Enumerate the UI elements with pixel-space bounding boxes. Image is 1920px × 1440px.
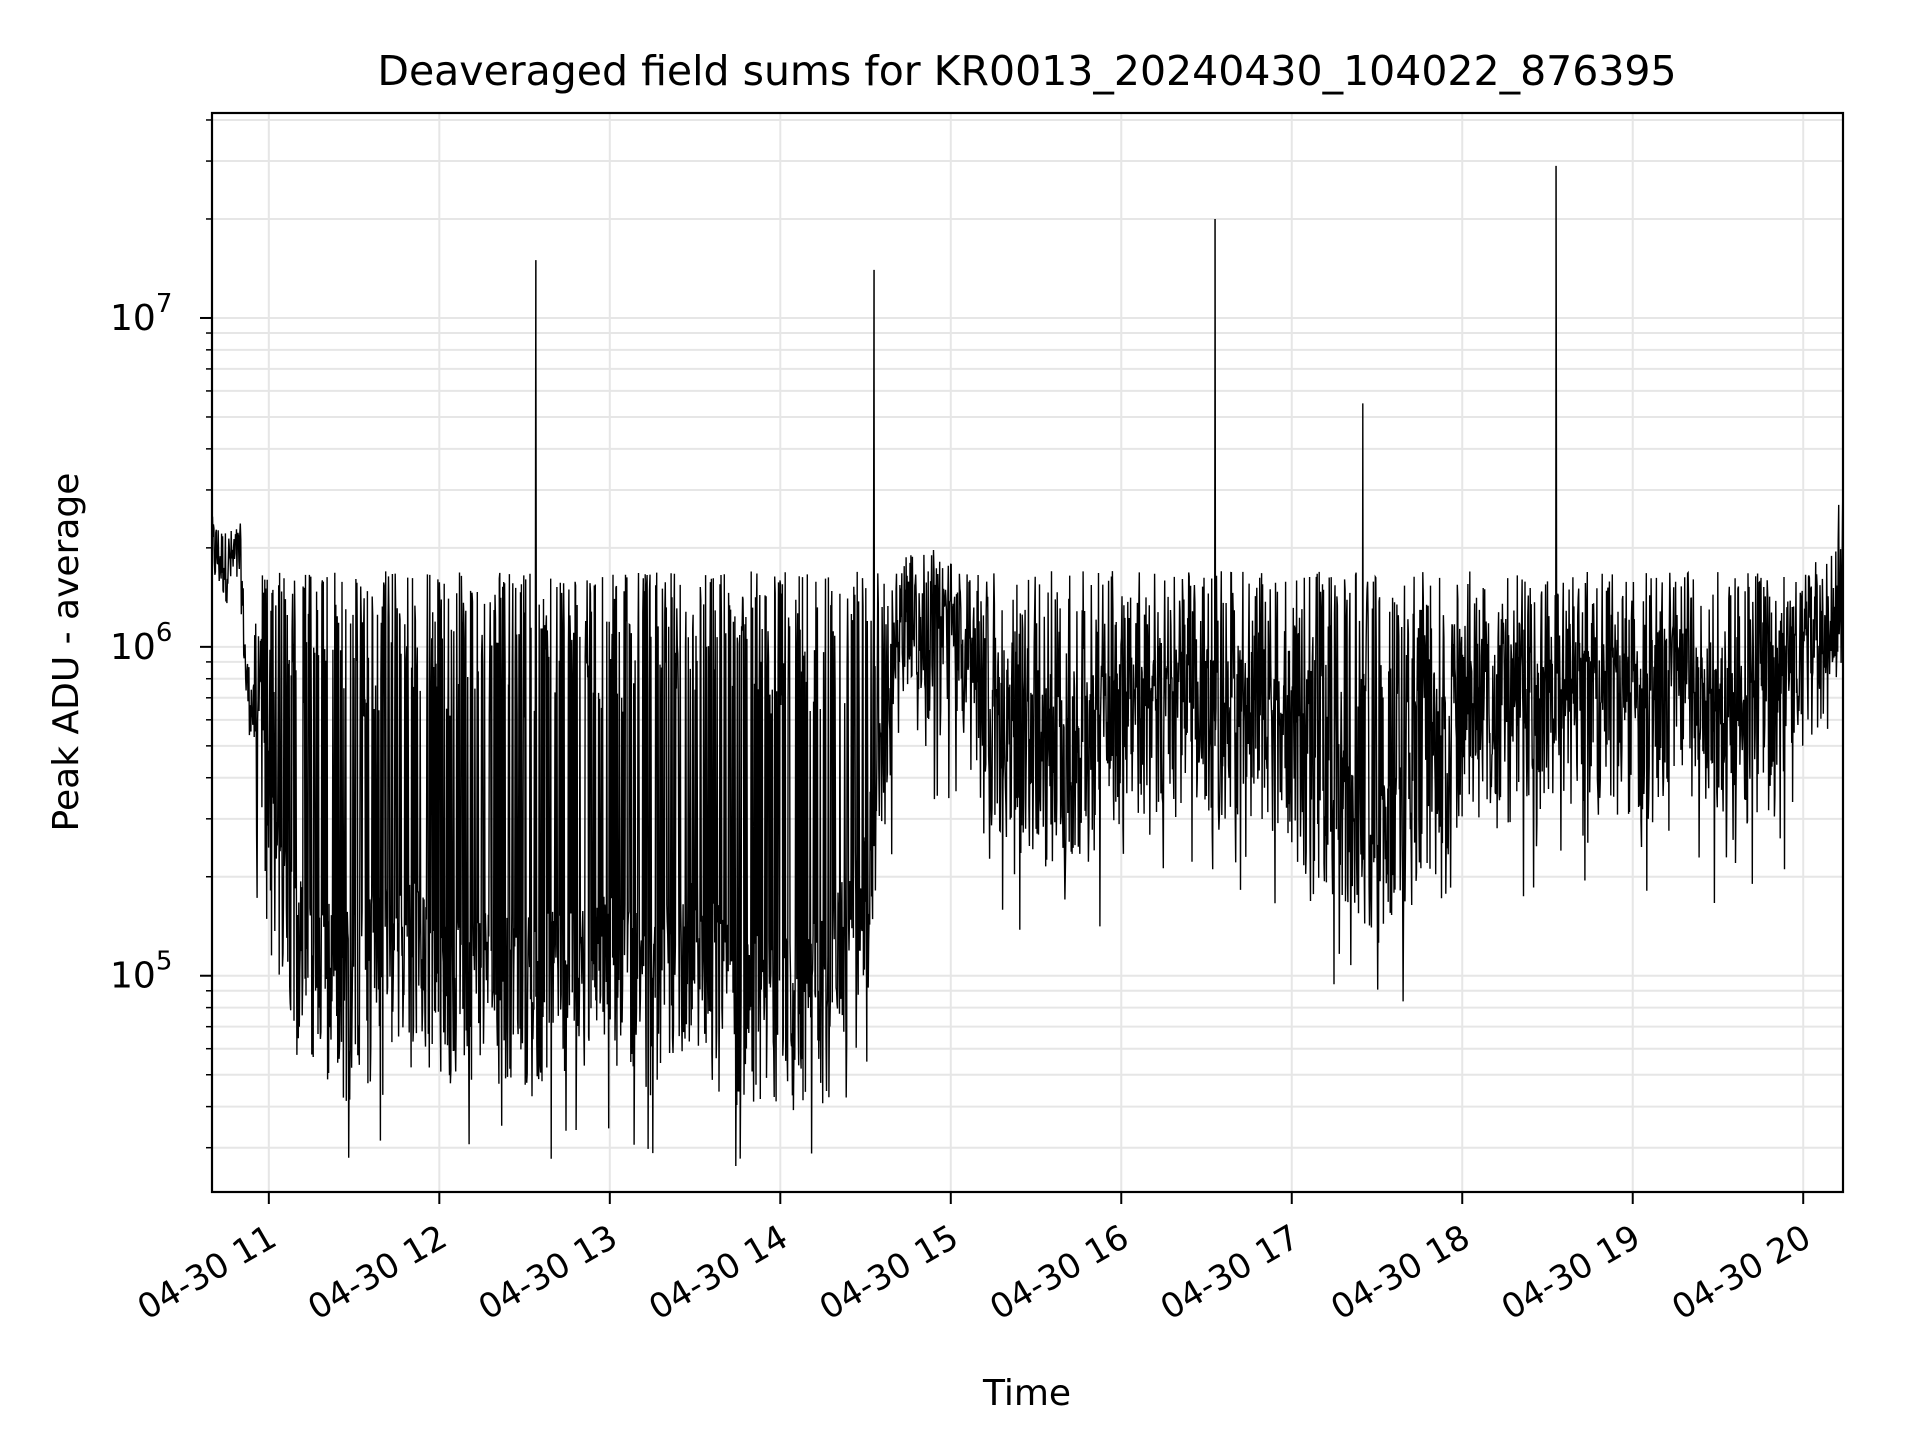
y-tick-label: 107	[110, 289, 172, 339]
chart-title: Deaveraged field sums for KR0013_2024043…	[377, 47, 1676, 95]
y-tick-label: 106	[110, 618, 172, 668]
plot-area	[211, 165, 1844, 1167]
x-axis-label: Time	[982, 1373, 1071, 1414]
y-tick-label: 105	[110, 947, 172, 997]
y-axis-label: Peak ADU - average	[46, 473, 87, 832]
plot-frame	[210, 111, 1845, 1194]
data-series-line	[211, 165, 1844, 1167]
